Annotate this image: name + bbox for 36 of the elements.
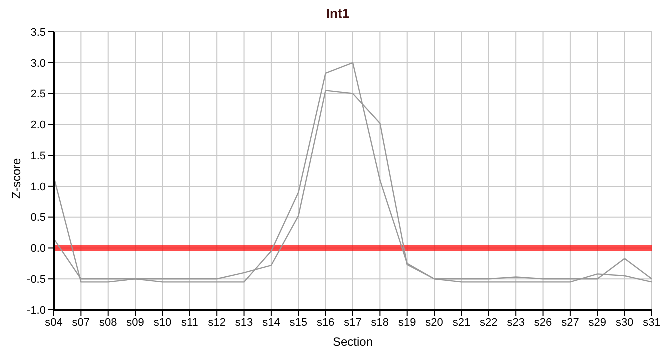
- x-tick-label: s13: [235, 316, 254, 329]
- y-tick-label: 1.0: [30, 181, 46, 194]
- x-axis-title: Section: [332, 335, 374, 349]
- x-tick-label: s15: [290, 316, 308, 329]
- y-tick-label: -1.0: [27, 304, 46, 317]
- x-tick-label: s29: [588, 316, 607, 329]
- y-tick-label: 2.0: [30, 120, 46, 132]
- x-tick-label: s12: [208, 316, 226, 329]
- x-tick-label: s16: [316, 316, 335, 329]
- x-tick-label: s23: [507, 316, 525, 329]
- y-axis-title: Z-score: [9, 158, 24, 199]
- x-tick-label: s21: [452, 316, 471, 329]
- x-tick-label: s11: [181, 316, 198, 329]
- x-tick-label: s19: [398, 316, 416, 329]
- x-tick-label: s22: [480, 316, 498, 329]
- y-tick-label: 2.5: [30, 88, 46, 101]
- y-tick-label: 3.5: [30, 26, 46, 39]
- x-tick-label: s09: [126, 316, 144, 329]
- y-tick-label: 3.0: [30, 58, 46, 70]
- x-tick-label: s31: [643, 316, 660, 329]
- x-tick-label: s26: [534, 316, 552, 329]
- x-tick-label: s17: [344, 316, 362, 329]
- x-tick-label: s07: [72, 316, 90, 329]
- x-tick-label: s08: [99, 316, 118, 329]
- y-tick-label: 0.5: [30, 212, 46, 224]
- x-tick-label: s10: [154, 316, 172, 329]
- x-tick-label: s14: [262, 316, 280, 329]
- x-tick-label: s30: [616, 316, 634, 329]
- y-tick-label: 1.5: [30, 150, 46, 162]
- chart-title: Int1: [325, 6, 351, 23]
- x-tick-label: s27: [562, 316, 580, 329]
- x-tick-label: s18: [371, 316, 390, 329]
- x-tick-label: s04: [45, 316, 63, 329]
- x-tick-label: s20: [426, 316, 444, 329]
- y-tick-label: 0.0: [30, 243, 46, 256]
- y-tick-label: -0.5: [27, 274, 46, 286]
